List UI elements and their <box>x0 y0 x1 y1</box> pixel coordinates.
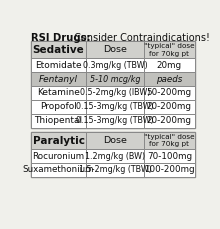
Text: paeds: paeds <box>156 75 182 84</box>
Text: 0.15-3mg/kg (TBW): 0.15-3mg/kg (TBW) <box>76 102 154 111</box>
Text: Sedative: Sedative <box>33 45 84 55</box>
Bar <box>86 58 144 72</box>
Text: 100-200mg: 100-200mg <box>144 165 195 174</box>
Text: 20-200mg: 20-200mg <box>147 116 192 125</box>
Text: Dose: Dose <box>103 45 127 54</box>
Bar <box>31 132 86 149</box>
Text: Rocuronium: Rocuronium <box>32 152 84 161</box>
Text: Etomidate: Etomidate <box>35 61 82 70</box>
Bar <box>31 58 86 72</box>
Bar <box>144 86 195 100</box>
Text: 70-100mg: 70-100mg <box>147 152 192 161</box>
Text: 0.5-2mg/kg (IBW): 0.5-2mg/kg (IBW) <box>80 88 150 97</box>
Text: Fentanyl: Fentanyl <box>39 75 78 84</box>
Text: Consider Contraindications!: Consider Contraindications! <box>71 33 210 43</box>
Bar <box>31 100 86 114</box>
Bar <box>31 72 86 86</box>
Bar <box>144 41 195 58</box>
Text: Dose: Dose <box>103 136 127 145</box>
Bar <box>144 58 195 72</box>
Text: Propofol: Propofol <box>40 102 77 111</box>
Bar <box>86 86 144 100</box>
Bar <box>144 149 195 163</box>
Bar <box>31 163 86 177</box>
Text: Thiopental: Thiopental <box>35 116 82 125</box>
Bar <box>86 41 144 58</box>
Bar <box>31 149 86 163</box>
Bar <box>144 100 195 114</box>
Bar <box>86 149 144 163</box>
Bar <box>31 41 86 58</box>
Text: "typical" dose
for 70kg pt: "typical" dose for 70kg pt <box>144 43 195 57</box>
Bar <box>144 114 195 128</box>
Text: 0.3mg/kg (TBW): 0.3mg/kg (TBW) <box>83 61 147 70</box>
Text: 50-200mg: 50-200mg <box>147 88 192 97</box>
Bar <box>144 72 195 86</box>
Text: Ketamine: Ketamine <box>37 88 80 97</box>
Text: RSI Drugs:: RSI Drugs: <box>31 33 91 43</box>
Text: 0.15-3mg/kg (TBW): 0.15-3mg/kg (TBW) <box>76 116 154 125</box>
Text: 20-200mg: 20-200mg <box>147 102 192 111</box>
Bar <box>86 114 144 128</box>
Bar <box>144 163 195 177</box>
Text: Paralytic: Paralytic <box>33 136 84 146</box>
Text: "typical" dose
for 70kg pt: "typical" dose for 70kg pt <box>144 134 195 147</box>
Bar <box>86 100 144 114</box>
Bar <box>31 86 86 100</box>
Text: Suxamethonium: Suxamethonium <box>23 165 94 174</box>
Bar <box>86 72 144 86</box>
Bar <box>31 41 195 128</box>
Bar <box>144 132 195 149</box>
Bar <box>86 163 144 177</box>
Bar <box>31 132 195 177</box>
Bar <box>86 132 144 149</box>
Bar <box>31 114 86 128</box>
Text: 1.2mg/kg (BW): 1.2mg/kg (BW) <box>85 152 145 161</box>
Text: 5-10 mcg/kg: 5-10 mcg/kg <box>90 75 140 84</box>
Text: 1.5-2mg/kg (TBW): 1.5-2mg/kg (TBW) <box>79 165 152 174</box>
Text: 20mg: 20mg <box>157 61 182 70</box>
